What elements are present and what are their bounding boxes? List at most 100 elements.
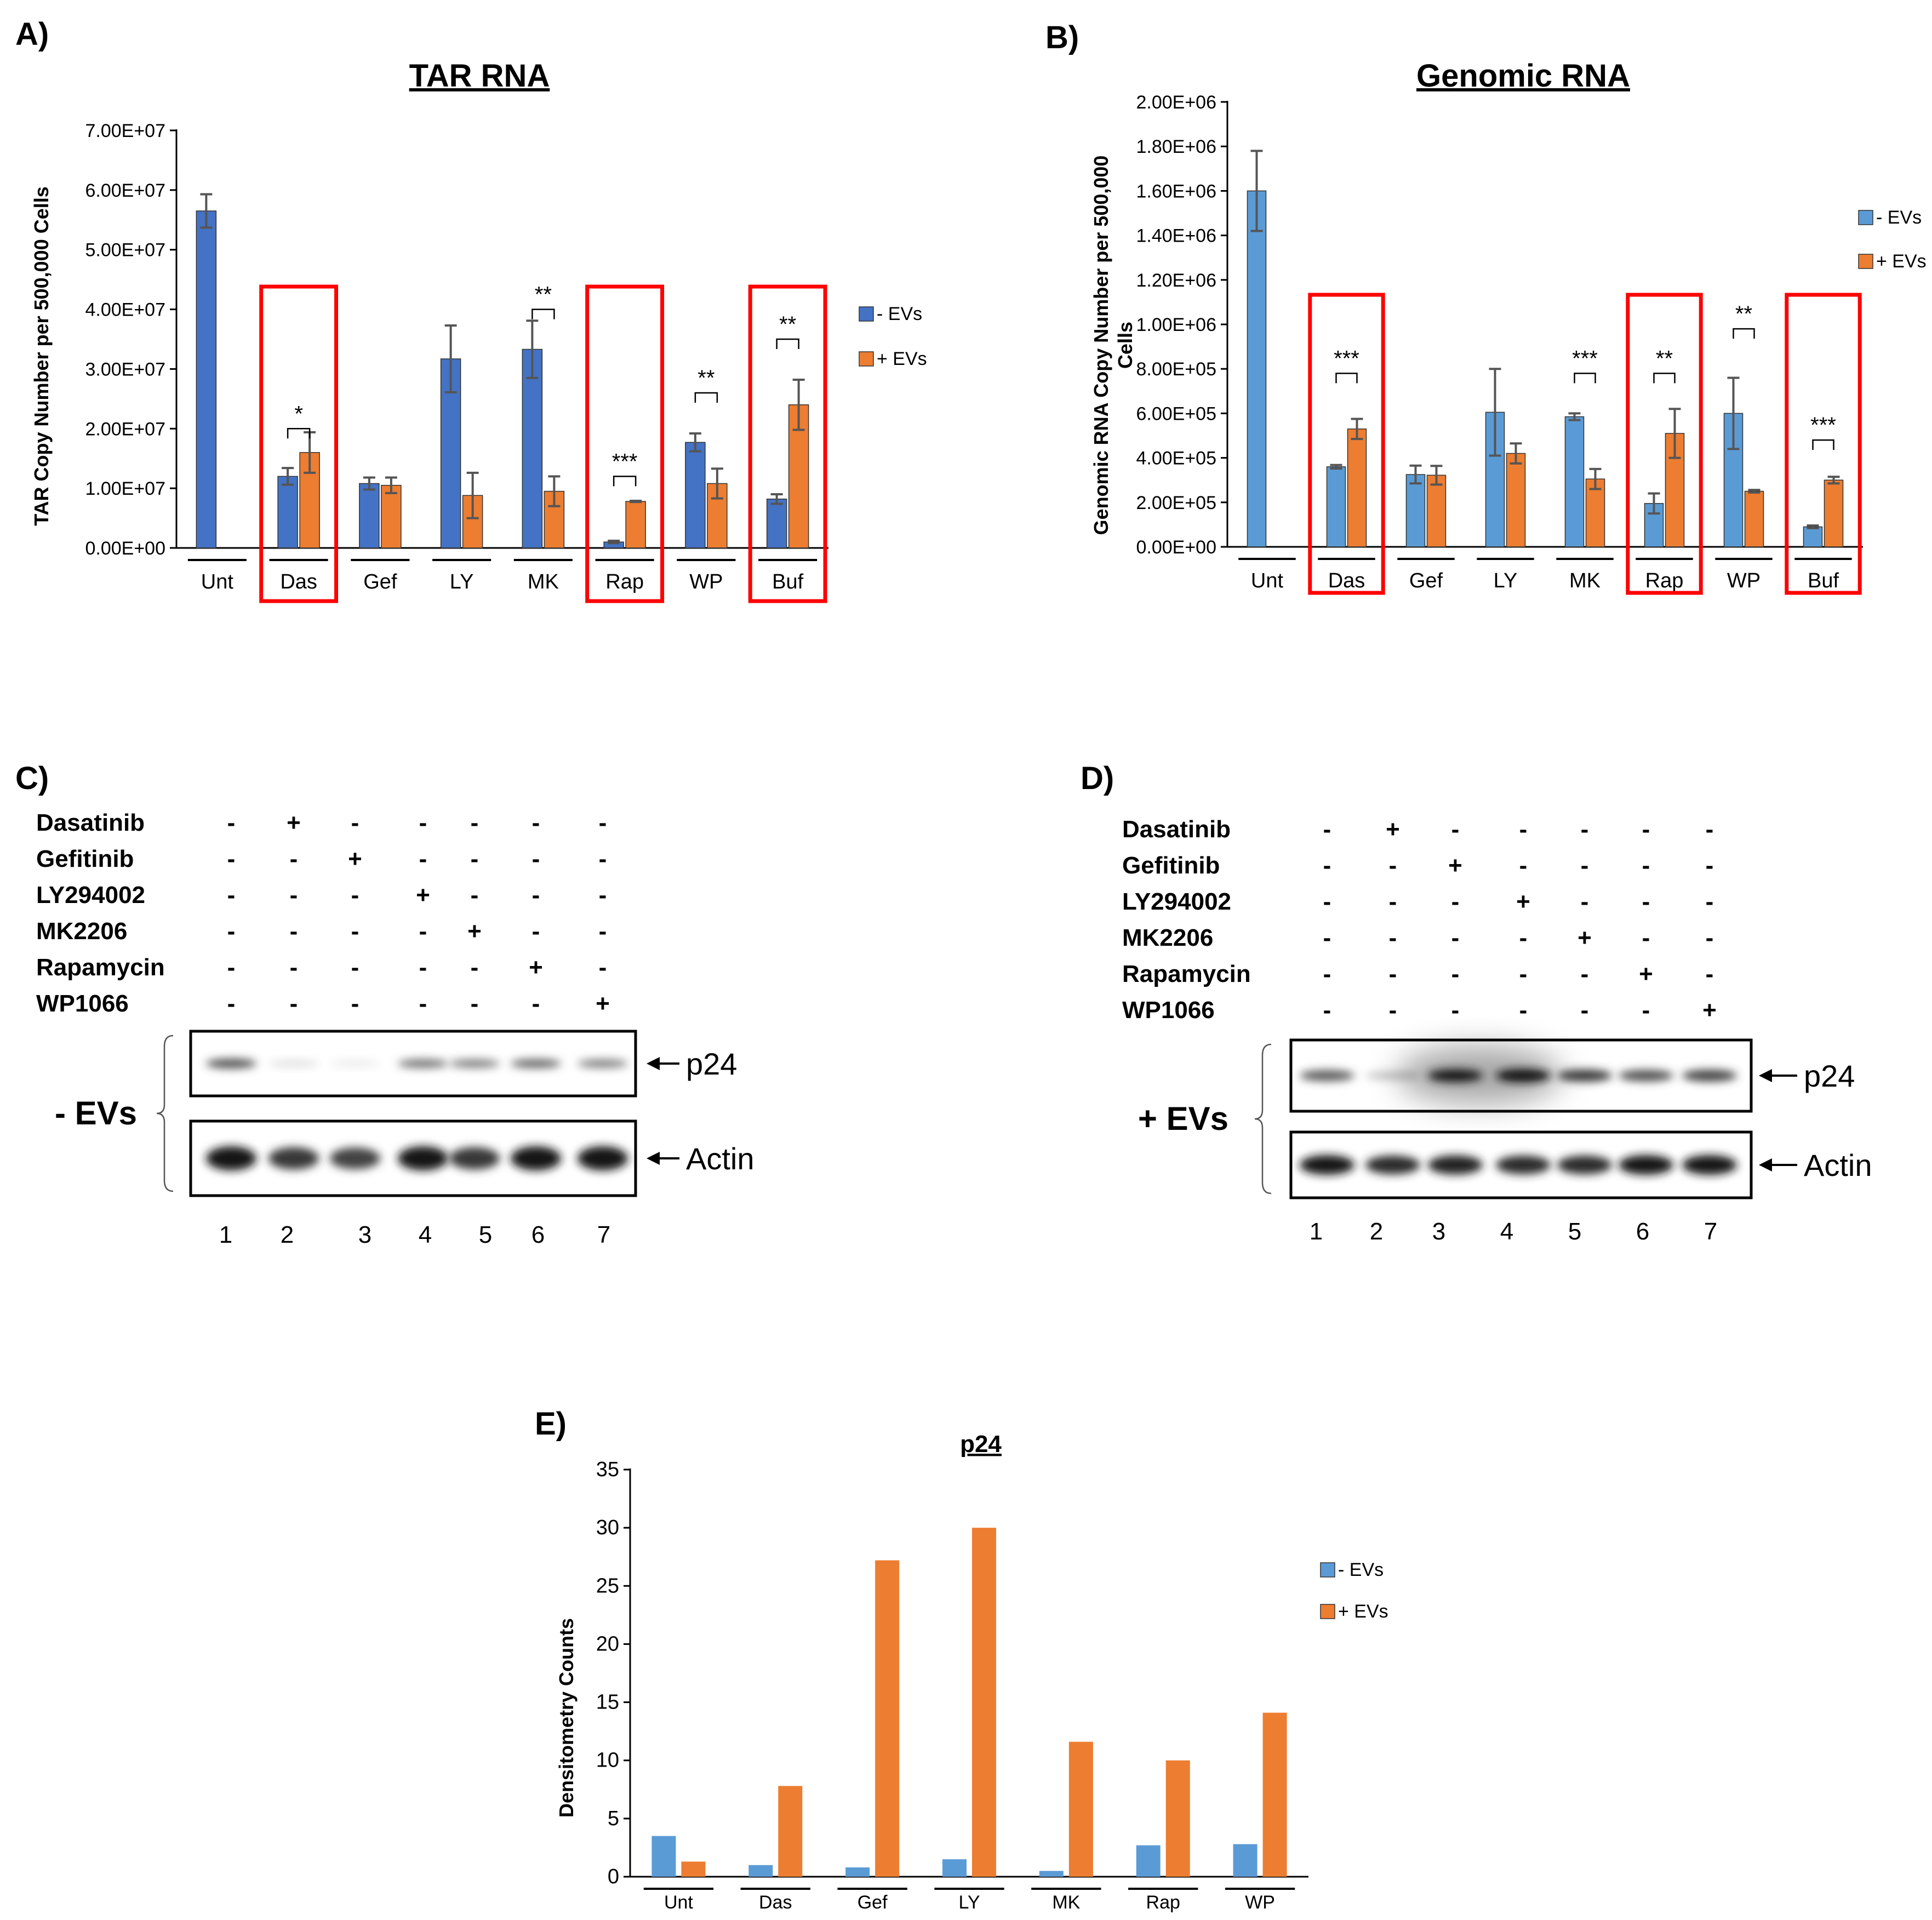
blot-d-treatment-sign: - (1389, 997, 1397, 1024)
blot-c-treatment-sign: - (532, 990, 540, 1017)
chart-b-ytick-label: 1.20E+06 (1136, 270, 1216, 291)
chart-b-bar (1585, 478, 1605, 547)
blot-d-treatment-sign: - (1706, 888, 1714, 915)
blot-c-actin-band (449, 1147, 500, 1170)
panel-label-c: C) (15, 761, 49, 796)
chart-a-highlight-box (585, 284, 665, 603)
chart-b-bar (1347, 428, 1367, 547)
blot-c-lane-number: 7 (597, 1221, 610, 1248)
blot-d-treatment-sign: - (1581, 816, 1589, 843)
blot-d-treatment-sign: - (1389, 888, 1397, 915)
blot-c-drug-label: Rapamycin (36, 954, 165, 981)
chart-e-category-label: WP (1245, 1892, 1275, 1913)
blot-d-background-smudge (1397, 1047, 1562, 1104)
chart-e-bar (651, 1836, 676, 1877)
blot-d-actin-band (1619, 1155, 1673, 1175)
blot-d-treatment-sign: - (1706, 852, 1714, 879)
chart-e-ytick-label: 15 (596, 1691, 619, 1714)
chart-a-ytick-label: 2.00E+07 (85, 419, 165, 439)
chart-b-ytick-label: 8.00E+05 (1136, 359, 1216, 380)
chart-e-bar (1039, 1871, 1064, 1877)
blot-d-treatment-sign: - (1323, 852, 1331, 879)
chart-e-category-label: MK (1052, 1892, 1080, 1913)
chart-e-ytick-label: 25 (596, 1574, 619, 1597)
blot-d-actin-band (1300, 1155, 1354, 1175)
blot-c-p24-band (398, 1059, 448, 1068)
chart-e-ytick-label: 35 (596, 1458, 619, 1481)
blot-d-p24-band (1619, 1070, 1673, 1082)
blot-c-treatment-sign: - (419, 918, 427, 945)
chart-e-bar (1262, 1712, 1287, 1877)
blot-c-treatment-sign: - (471, 990, 479, 1017)
blot-c-drug-label: Gefitinib (36, 845, 134, 872)
chart-b-bar (1426, 475, 1447, 547)
chart-b-genomic-rna: Genomic RNA Genomic RNA Copy Number per … (1090, 58, 1927, 595)
chart-b-category-label: MK (1569, 569, 1601, 592)
chart-b-ytick-label: 1.00E+06 (1136, 315, 1216, 335)
blot-c-treatment-sign: - (532, 918, 540, 945)
blot-d-drug-label: MK2206 (1122, 924, 1213, 951)
blot-d-evs-label: + EVs (1138, 1100, 1228, 1137)
blot-d-treatment-sign: - (1323, 888, 1331, 915)
panel-label-d: D) (1081, 761, 1114, 796)
blot-c-treatment-sign: - (419, 809, 427, 836)
chart-b-ytick-label: 0.00E+00 (1136, 537, 1216, 558)
blot-c-treatment-sign: - (290, 918, 298, 945)
chart-a-significance-label: ** (779, 312, 796, 336)
blot-c-treatment-sign: + (348, 845, 362, 872)
chart-a-ytick-label: 6.00E+07 (85, 180, 165, 201)
blot-c-treatment-sign: - (227, 882, 236, 908)
blot-c-lane-number: 4 (419, 1221, 432, 1248)
chart-b-bar (1506, 453, 1526, 547)
panel-label-e: E) (535, 1406, 567, 1442)
blot-c-treatment-sign: - (471, 809, 479, 836)
blot-d-actin-band (1496, 1155, 1551, 1175)
blot-d-actin-band (1557, 1155, 1612, 1175)
blot-c-actin-band (511, 1146, 561, 1170)
blot-c-treatment-sign: - (471, 882, 479, 908)
blot-d-treatment-sign: - (1642, 997, 1650, 1024)
chart-e-bar (972, 1528, 996, 1877)
blot-c-drug-label: Dasatinib (36, 809, 145, 836)
chart-b-title: Genomic RNA (1416, 58, 1630, 94)
blot-c-drug-label: LY294002 (36, 882, 145, 908)
chart-b-significance-bracket (1335, 373, 1358, 384)
blot-c-treatment-sign: - (351, 990, 359, 1017)
chart-b-bar (1326, 466, 1346, 547)
chart-a-ytick-label: 7.00E+07 (85, 121, 165, 141)
chart-a-bar (625, 501, 646, 548)
chart-a-significance-label: ** (698, 366, 715, 390)
blot-c-treatment-sign: + (287, 809, 301, 836)
chart-a-significance-bracket (287, 428, 311, 439)
blot-c-actin-band (578, 1146, 628, 1170)
chart-e-bar (942, 1859, 967, 1877)
blot-d-drug-label: LY294002 (1122, 888, 1231, 915)
blot-d-treatment-sign: - (1581, 852, 1589, 879)
chart-b-highlight-box (1785, 293, 1862, 595)
blot-d-treatment-sign: - (1451, 816, 1460, 843)
chart-e-bar (1136, 1845, 1161, 1877)
blot-c-actin-label: Actin (686, 1141, 754, 1176)
blot-c-lane-number: 3 (358, 1221, 371, 1248)
western-blot-c: Dasatinib - + - - - - - Gefitinib - - + - - - - LY294002… (36, 809, 754, 1248)
blot-d-drug-label: Dasatinib (1122, 816, 1231, 843)
chart-e-legend-swatch (1320, 1562, 1335, 1578)
chart-a-tar-rna: TAR RNA TAR Copy Number per 500,000 Cell… (30, 58, 927, 603)
chart-e-category-label: Das (759, 1892, 792, 1913)
chart-e-category-label: LY (958, 1892, 980, 1913)
chart-b-significance-bracket (1812, 439, 1834, 450)
blot-d-treatment-sign: - (1323, 816, 1331, 843)
blot-c-treatment-sign: - (290, 954, 298, 981)
blot-c-treatment-sign: + (529, 954, 543, 981)
chart-a-category-label: WP (689, 570, 723, 593)
chart-a-significance-label: ** (535, 283, 552, 307)
chart-b-ytick-label: 2.00E+05 (1136, 493, 1216, 513)
blot-d-actin-label: Actin (1804, 1148, 1872, 1182)
blot-d-treatment-sign: - (1706, 961, 1714, 987)
blot-c-treatment-sign: - (227, 954, 236, 981)
blot-d-treatment-sign: - (1323, 924, 1331, 951)
blot-c-actin-arrowhead (647, 1152, 660, 1165)
blot-d-treatment-sign: - (1706, 924, 1714, 951)
chart-a-category-label: MK (528, 570, 559, 593)
